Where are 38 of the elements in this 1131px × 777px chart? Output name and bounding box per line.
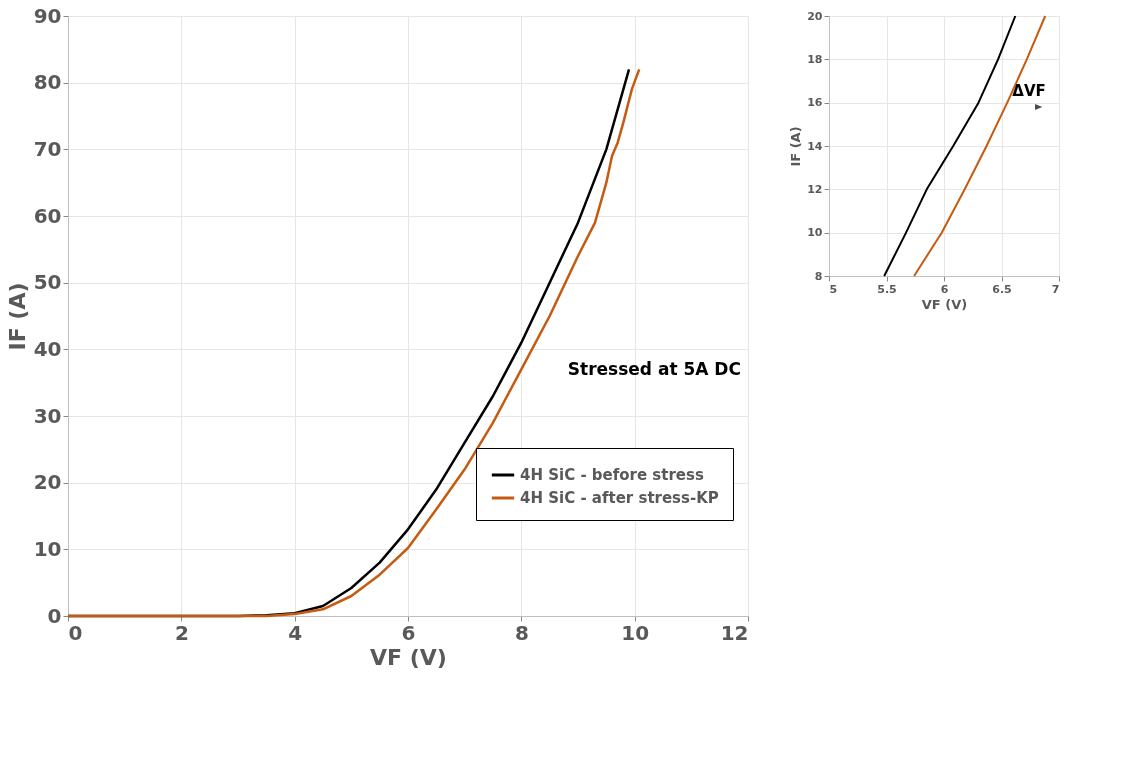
x-tick-label: 6.5 bbox=[992, 282, 1012, 296]
annotation: ΔVF bbox=[1012, 82, 1046, 101]
legend-label: 4H SiC - after stress-KP bbox=[520, 489, 719, 507]
y-tick-label: 70 bbox=[33, 136, 62, 161]
x-tick-label: 6 bbox=[940, 282, 949, 296]
y-tick-label: 0 bbox=[47, 603, 62, 628]
x-tick-label: 0 bbox=[68, 620, 83, 645]
y-tick-label: 60 bbox=[33, 203, 62, 228]
x-tick-label: 5 bbox=[829, 282, 838, 296]
y-tick-label: 90 bbox=[33, 3, 62, 28]
y-axis-title: IF (A) bbox=[4, 282, 30, 351]
y-tick-label: 8 bbox=[814, 269, 823, 283]
y-tick-label: 10 bbox=[807, 226, 823, 240]
y-axis-title: IF (A) bbox=[788, 126, 804, 167]
legend-label: 4H SiC - before stress bbox=[520, 466, 704, 484]
y-tick-label: 20 bbox=[33, 470, 62, 495]
x-tick-label: 4 bbox=[288, 620, 303, 645]
x-tick-label: 8 bbox=[514, 620, 529, 645]
y-tick-label: 10 bbox=[33, 536, 62, 561]
x-axis-title: VF (V) bbox=[921, 296, 968, 312]
x-tick-label: 12 bbox=[720, 620, 749, 645]
annotation: Stressed at 5A DC bbox=[567, 359, 741, 379]
y-tick-label: 80 bbox=[33, 70, 62, 95]
y-tick-label: 14 bbox=[807, 139, 823, 153]
y-tick-label: 16 bbox=[807, 96, 823, 110]
x-tick-label: 6 bbox=[401, 620, 416, 645]
x-tick-label: 5.5 bbox=[877, 282, 897, 296]
x-axis-title: VF (V) bbox=[370, 644, 447, 670]
y-tick-label: 50 bbox=[33, 270, 62, 295]
y-tick-label: 18 bbox=[807, 52, 823, 66]
line-series bbox=[913, 15, 1047, 277]
y-tick-label: 30 bbox=[33, 403, 62, 428]
y-tick-label: 40 bbox=[33, 336, 62, 361]
y-tick-label: 20 bbox=[807, 9, 823, 23]
x-tick-label: 10 bbox=[621, 620, 650, 645]
x-tick-label: 2 bbox=[174, 620, 189, 645]
y-tick-label: 12 bbox=[807, 182, 823, 196]
x-tick-label: 7 bbox=[1051, 282, 1060, 296]
